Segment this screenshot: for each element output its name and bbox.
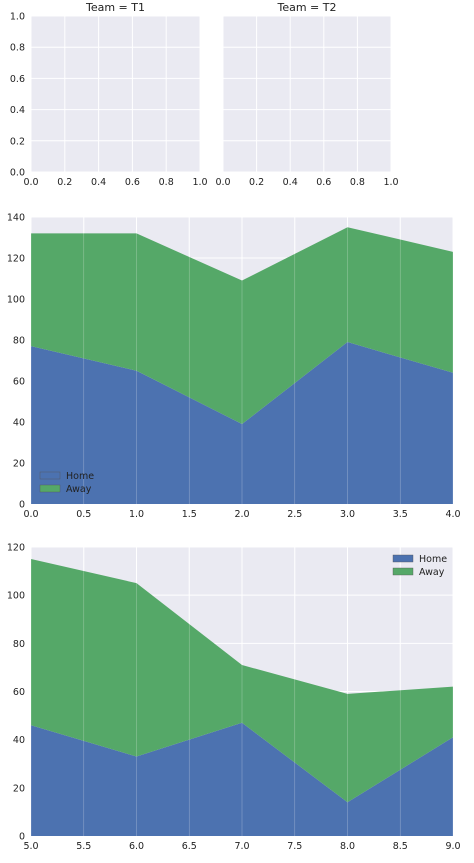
x-tick-label: 7.5 [287, 841, 302, 852]
y-tick-label: 100 [7, 295, 25, 306]
x-tick-label: 0.4 [283, 177, 298, 188]
legend-label-away: Away [419, 567, 445, 578]
y-tick-label: 0.4 [10, 105, 25, 116]
y-tick-label: 0 [19, 832, 25, 843]
area-chart-2: 5.0 5.5 6.0 6.5 7.0 7.5 8.0 8.5 9.0 0 20 40 60 80 100 1… [7, 543, 461, 853]
area-away [31, 559, 453, 803]
legend-swatch-home [392, 554, 414, 563]
y-tick-label: 0.0 [10, 168, 25, 179]
x-tick-label: 2.5 [287, 509, 302, 520]
y-tick-label: 40 [13, 735, 25, 746]
y-tick-label: 60 [13, 687, 25, 698]
y-tick-label: 1.0 [10, 12, 25, 23]
x-tick-label: 6.5 [182, 841, 197, 852]
legend-swatch-away [392, 567, 414, 576]
x-tick-label: 0.6 [316, 177, 331, 188]
x-tick-label: 0.0 [23, 509, 38, 520]
y-tick-label: 20 [13, 783, 25, 794]
x-tick-label: 8.5 [393, 841, 408, 852]
y-tick-label: 0.8 [10, 43, 25, 54]
y-tick-label: 120 [7, 254, 25, 265]
area-home [31, 342, 453, 504]
facet-1: 0.0 0.2 0.4 0.6 0.8 1.0 0.0 0.2 0.4 0.6 0.8 1.0 Team… [10, 1, 208, 188]
facet-title: Team = T1 [85, 1, 145, 14]
x-tick-label: 0.2 [249, 177, 264, 188]
x-tick-label: 5.5 [76, 841, 91, 852]
x-tick-label: 3.0 [340, 509, 355, 520]
legend-label-home: Home [66, 471, 94, 482]
x-tick-label: 0.8 [159, 177, 174, 188]
x-tick-label: 1.0 [192, 177, 207, 188]
x-tick-label: 9.0 [445, 841, 460, 852]
area-chart-1: 0.0 0.5 1.0 1.5 2.0 2.5 3.0 3.5 4.0 0 20 40 60 80 100 1… [7, 213, 461, 521]
x-tick-label: 4.0 [445, 509, 460, 520]
y-tick-label: 40 [13, 418, 25, 429]
x-tick-label: 8.0 [340, 841, 355, 852]
x-tick-label: 0.6 [125, 177, 140, 188]
plot-background [223, 16, 391, 172]
legend-swatch-home [39, 471, 61, 480]
facet-2: 0.0 0.2 0.4 0.6 0.8 1.0 Team = T2 [215, 1, 398, 188]
x-tick-label: 5.0 [23, 841, 38, 852]
x-tick-label: 0.5 [76, 509, 91, 520]
y-tick-label: 100 [7, 591, 25, 602]
x-tick-label: 3.5 [393, 509, 408, 520]
y-tick-label: 20 [13, 459, 25, 470]
y-tick-label: 140 [7, 213, 25, 224]
y-tick-label: 80 [13, 336, 25, 347]
legend: Home Away [392, 554, 447, 578]
y-tick-label: 0 [19, 500, 25, 511]
x-tick-label: 0.0 [23, 177, 38, 188]
y-tick-label: 80 [13, 639, 25, 650]
y-tick-label: 120 [7, 543, 25, 554]
plot-background [31, 16, 200, 172]
y-tick-label: 60 [13, 377, 25, 388]
x-tick-label: 0.8 [350, 177, 365, 188]
legend-swatch-away [39, 484, 61, 493]
facet-title: Team = T2 [276, 1, 336, 14]
x-tick-label: 1.0 [129, 509, 144, 520]
x-tick-label: 6.0 [129, 841, 144, 852]
x-tick-label: 0.2 [57, 177, 72, 188]
x-tick-label: 0.0 [215, 177, 230, 188]
legend-label-away: Away [66, 484, 92, 495]
area-home [31, 722, 453, 836]
y-tick-label: 0.2 [10, 136, 25, 147]
x-tick-label: 0.4 [91, 177, 106, 188]
legend: Home Away [39, 471, 94, 495]
x-tick-label: 7.0 [234, 841, 249, 852]
x-tick-label: 2.0 [234, 509, 249, 520]
area-away [31, 227, 453, 425]
legend-label-home: Home [419, 554, 447, 565]
x-tick-label: 1.5 [182, 509, 197, 520]
x-tick-label: 1.0 [383, 177, 398, 188]
y-tick-label: 0.6 [10, 74, 25, 85]
